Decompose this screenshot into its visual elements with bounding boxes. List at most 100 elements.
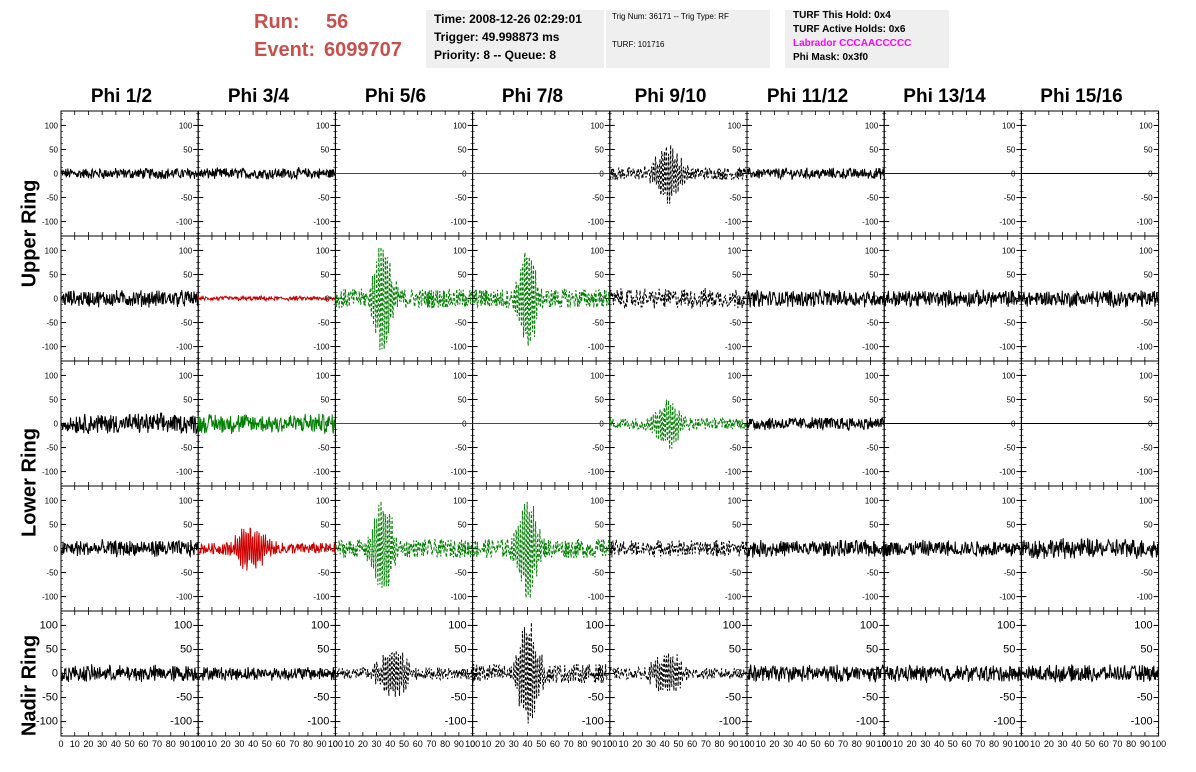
x-tick-label: 0 xyxy=(470,739,475,749)
x-tick-label: 40 xyxy=(934,739,944,749)
x-tick-label: 20 xyxy=(221,739,231,749)
run-label: Run: xyxy=(254,11,300,33)
x-tick-label: 10 xyxy=(70,739,80,749)
y-tick-label: 50 xyxy=(1006,520,1015,529)
y-tick-label: 50 xyxy=(454,643,466,655)
column-heading-phi-1-2: Phi 1/2 xyxy=(90,86,153,107)
x-tick-label: 70 xyxy=(975,739,985,749)
x-tick-label: 50 xyxy=(1085,739,1095,749)
y-tick-label: 50 xyxy=(317,643,329,655)
y-tick-label: 50 xyxy=(732,520,741,529)
column-heading-phi-5-6: Phi 5/6 xyxy=(364,86,427,107)
x-tick-label: 60 xyxy=(138,739,148,749)
y-tick-label: -100 xyxy=(451,218,468,227)
y-tick-label: 100 xyxy=(179,246,193,255)
y-tick-label: 100 xyxy=(1139,246,1153,255)
y-tick-label: -100 xyxy=(1131,716,1153,728)
y-tick-label: -100 xyxy=(451,343,468,352)
waveform-trace xyxy=(334,650,474,697)
y-tick-label: 50 xyxy=(595,395,604,404)
y-tick-label: -50 xyxy=(729,194,741,203)
y-tick-label: 0 xyxy=(54,420,59,429)
x-tick-label: 70 xyxy=(1112,739,1122,749)
y-tick-label: -100 xyxy=(1137,468,1154,477)
y-tick-label: -50 xyxy=(1137,692,1153,704)
x-tick-label: 80 xyxy=(440,739,450,749)
y-tick-label: -50 xyxy=(451,692,467,704)
x-tick-label: 100 xyxy=(739,739,754,749)
y-tick-label: 50 xyxy=(869,395,878,404)
x-tick-label: 100 xyxy=(1014,739,1029,749)
y-tick-label: -50 xyxy=(867,319,879,328)
x-tick-label: 50 xyxy=(125,739,135,749)
y-tick-label: 100 xyxy=(997,619,1015,631)
time-text: Time: 2008-12-26 02:29:01 xyxy=(434,12,582,26)
y-tick-label: -50 xyxy=(725,692,741,704)
x-tick-label: 60 xyxy=(276,739,286,749)
x-tick-label: 50 xyxy=(399,739,409,749)
y-tick-label: -100 xyxy=(42,218,59,227)
y-tick-label: 100 xyxy=(453,121,467,130)
labrador-text: Labrador CCCAACCCCC xyxy=(793,38,912,49)
x-tick-label: 40 xyxy=(385,739,395,749)
y-tick-label: -50 xyxy=(46,569,58,578)
x-tick-label: 100 xyxy=(877,739,892,749)
y-tick-label: -100 xyxy=(176,218,193,227)
turf-text: TURF: 101716 xyxy=(612,40,665,49)
y-tick-label: 100 xyxy=(1134,619,1152,631)
y-tick-label: 100 xyxy=(590,371,604,380)
x-tick-label: 20 xyxy=(769,739,779,749)
column-heading-phi-9-10: Phi 9/10 xyxy=(634,86,707,107)
waveform-trace xyxy=(334,247,474,351)
x-tick-label: 10 xyxy=(481,739,491,749)
x-tick-label: 0 xyxy=(607,739,612,749)
y-tick-label: 0 xyxy=(54,545,59,554)
y-tick-label: -50 xyxy=(46,444,58,453)
y-tick-label: -50 xyxy=(867,194,879,203)
y-tick-label: 100 xyxy=(585,619,603,631)
priority-text: Priority: 8 -- Queue: 8 xyxy=(434,48,557,62)
x-tick-label: 80 xyxy=(166,739,176,749)
x-tick-label: 50 xyxy=(948,739,958,749)
y-tick-label: -100 xyxy=(1137,343,1154,352)
y-tick-label: 100 xyxy=(728,246,742,255)
y-tick-label: -50 xyxy=(999,692,1015,704)
y-tick-label: 100 xyxy=(453,496,467,505)
y-tick-label: 100 xyxy=(1002,371,1016,380)
y-tick-label: 50 xyxy=(320,270,329,279)
y-tick-label: 50 xyxy=(595,520,604,529)
x-tick-label: 10 xyxy=(619,739,629,749)
y-tick-label: -50 xyxy=(588,692,604,704)
y-tick-label: 50 xyxy=(49,395,58,404)
y-tick-label: -50 xyxy=(455,194,467,203)
waveform-trace xyxy=(883,664,1022,683)
y-tick-label: -50 xyxy=(181,444,193,453)
y-tick-label: -50 xyxy=(176,692,192,704)
waveform-trace xyxy=(1021,289,1160,309)
y-tick-label: 100 xyxy=(316,121,330,130)
x-tick-label: 20 xyxy=(358,739,368,749)
waveform-trace xyxy=(746,289,885,308)
waveform-trace xyxy=(883,539,1022,557)
y-tick-label: -100 xyxy=(170,716,192,728)
x-tick-label: 10 xyxy=(207,739,217,749)
turf-active-text: TURF Active Holds: 0x6 xyxy=(793,24,906,35)
y-tick-label: -50 xyxy=(181,319,193,328)
x-tick-label: 0 xyxy=(882,739,887,749)
waveform-trace xyxy=(197,527,336,571)
y-tick-label: 100 xyxy=(1139,121,1153,130)
x-tick-label: 60 xyxy=(962,739,972,749)
x-tick-label: 0 xyxy=(196,739,201,749)
y-tick-label: 0 xyxy=(52,668,58,680)
y-tick-label: 100 xyxy=(1002,496,1016,505)
trigger-info-box: Trig Num: 36171 -- Trig Type: RF TURF: 1… xyxy=(606,10,770,68)
y-tick-label: 0 xyxy=(54,295,59,304)
waveform-trace xyxy=(1020,664,1160,684)
y-tick-label: 50 xyxy=(866,643,878,655)
x-tick-label: 80 xyxy=(577,739,587,749)
y-tick-label: -100 xyxy=(588,468,605,477)
y-tick-label: -100 xyxy=(445,716,467,728)
x-tick-label: 70 xyxy=(701,739,711,749)
y-tick-label: 0 xyxy=(325,170,330,179)
event-number: 6099707 xyxy=(324,39,402,61)
